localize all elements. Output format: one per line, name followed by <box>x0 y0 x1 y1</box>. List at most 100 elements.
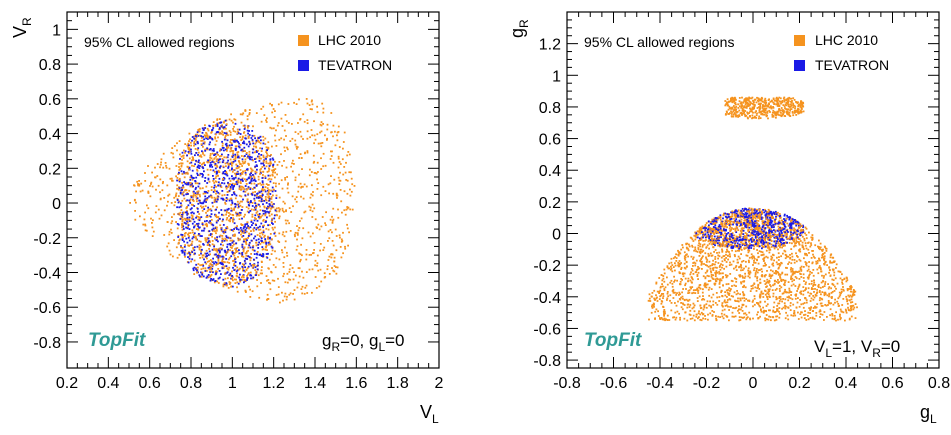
lhc-point <box>727 289 729 291</box>
lhc-point <box>684 251 686 253</box>
lhc-point <box>206 199 208 201</box>
lhc-point <box>836 263 838 265</box>
lhc-point <box>223 261 225 263</box>
lhc-point <box>259 243 261 245</box>
tevatron-point <box>249 242 251 244</box>
lhc-point <box>708 266 710 268</box>
lhc-point <box>193 159 195 161</box>
tevatron-point <box>193 191 195 193</box>
lhc-point <box>235 250 237 252</box>
lhc-point <box>778 109 780 111</box>
lhc-point <box>690 272 692 274</box>
lhc-point <box>297 122 299 124</box>
lhc-point <box>229 249 231 251</box>
lhc-point <box>738 110 740 112</box>
lhc-point <box>788 281 790 283</box>
tevatron-point <box>213 246 215 248</box>
lhc-point <box>287 188 289 190</box>
tevatron-point <box>260 163 262 165</box>
lhc-point <box>841 289 843 291</box>
lhc-point <box>791 108 793 110</box>
lhc-point <box>770 269 772 271</box>
lhc-point <box>261 269 263 271</box>
lhc-point <box>837 283 839 285</box>
lhc-point <box>317 111 319 113</box>
lhc-point <box>729 273 731 275</box>
lhc-point <box>784 274 786 276</box>
lhc-point <box>312 195 314 197</box>
lhc-point <box>350 171 352 173</box>
lhc-point <box>708 248 710 250</box>
lhc-point <box>247 221 249 223</box>
lhc-point <box>721 316 723 318</box>
lhc-point <box>265 160 267 162</box>
lhc-point <box>325 165 327 167</box>
lhc-point <box>800 100 802 102</box>
lhc-point <box>753 269 755 271</box>
tevatron-point <box>243 281 245 283</box>
left-constraint: gR=0, gL=0 <box>322 331 405 354</box>
lhc-point <box>737 116 739 118</box>
lhc-point <box>260 209 262 211</box>
lhc-point <box>332 208 334 210</box>
tevatron-point <box>255 161 257 163</box>
tevatron-point <box>187 217 189 219</box>
tevatron-point <box>207 276 209 278</box>
lhc-point <box>297 191 299 193</box>
lhc-point <box>835 277 837 279</box>
lhc-point <box>226 219 228 221</box>
lhc-point <box>288 122 290 124</box>
tevatron-point <box>218 159 220 161</box>
lhc-point <box>753 260 755 262</box>
lhc-point <box>709 312 711 314</box>
lhc-point <box>154 167 156 169</box>
lhc-point <box>222 134 224 136</box>
tevatron-point <box>208 196 210 198</box>
lhc-point <box>674 302 676 304</box>
lhc-point <box>298 174 300 176</box>
lhc-point <box>666 299 668 301</box>
lhc-point <box>793 271 795 273</box>
lhc-point <box>828 288 830 290</box>
lhc-point <box>234 252 236 254</box>
lhc-point <box>296 225 298 227</box>
lhc-point <box>701 307 703 309</box>
lhc-point <box>300 187 302 189</box>
tevatron-point <box>252 143 254 145</box>
tevatron-point <box>182 250 184 252</box>
lhc-point <box>188 148 190 150</box>
lhc-point <box>258 179 260 181</box>
lhc-point <box>263 156 265 158</box>
lhc-point <box>271 128 273 130</box>
lhc-point <box>261 232 263 234</box>
tevatron-point <box>221 122 223 124</box>
lhc-point <box>222 145 224 147</box>
tevatron-point <box>217 192 219 194</box>
tevatron-point <box>238 178 240 180</box>
lhc-point <box>304 287 306 289</box>
lhc-point <box>159 179 161 181</box>
tevatron-point <box>269 200 271 202</box>
tevatron-point <box>247 130 249 132</box>
lhc-point <box>304 121 306 123</box>
lhc-point <box>178 166 180 168</box>
lhc-point <box>303 212 305 214</box>
tevatron-point <box>244 232 246 234</box>
lhc-point <box>323 247 325 249</box>
lhc-point <box>795 271 797 273</box>
lhc-point <box>250 272 252 274</box>
lhc-point <box>177 228 179 230</box>
lhc-point <box>278 183 280 185</box>
tevatron-point <box>222 279 224 281</box>
lhc-point <box>262 106 264 108</box>
lhc-point <box>262 188 264 190</box>
tevatron-point <box>224 251 226 253</box>
lhc-point <box>210 268 212 270</box>
tevatron-point <box>258 153 260 155</box>
lhc-point <box>235 197 237 199</box>
tevatron-point <box>230 243 232 245</box>
lhc-point <box>266 280 268 282</box>
tevatron-point <box>242 235 244 237</box>
left-legend-lhc-swatch <box>298 35 309 46</box>
lhc-point <box>695 316 697 318</box>
